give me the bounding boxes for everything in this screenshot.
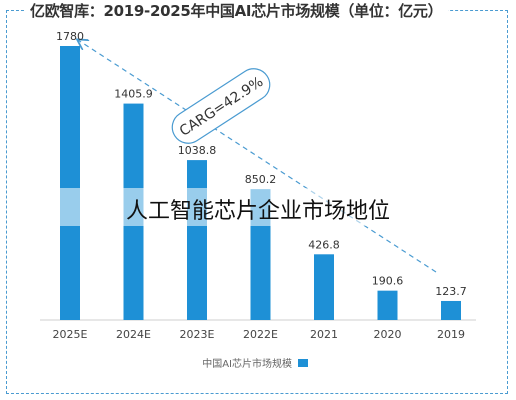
legend-label: 中国AI芯片市场规模 [202,357,292,370]
overlay-caption: 人工智能芯片企业市场地位 [125,199,390,224]
growth-arrow [78,40,437,273]
value-label-2021: 426.8 [308,238,340,251]
tick-label-2025E: 2025E [53,328,88,341]
bar-2023E [187,160,207,320]
header-bar: 亿欧智库：2019-2025年中国AI芯片市场规模（单位：亿元） [0,0,516,22]
value-label-2020: 190.6 [372,275,404,288]
legend: 中国AI芯片市场规模 [202,357,308,370]
caption-backdrop [50,188,470,226]
value-label-2019: 123.7 [435,285,467,298]
cagr-badge [171,68,271,144]
bar-2019 [441,300,461,320]
value-label-2022E: 850.2 [245,173,277,186]
value-label-2025E: 1780 [56,30,84,43]
value-label-2024E: 1405.9 [114,88,153,101]
tick-label-2019: 2019 [437,328,465,341]
tick-label-2020: 2020 [374,328,402,341]
tick-label-2021: 2021 [310,328,338,341]
bar-2020 [377,290,398,320]
value-label-2023E: 1038.8 [178,144,217,157]
cagr-annotation: CARG=42.9% [171,68,271,144]
chart-title: 亿欧智库：2019-2025年中国AI芯片市场规模（单位：亿元） [24,0,449,21]
bar-2021 [314,254,334,320]
bar-2025E [60,46,80,320]
tick-label-2022E: 2022E [243,328,278,341]
legend-swatch [298,359,308,367]
tick-label-2024E: 2024E [116,328,151,341]
tick-label-2023E: 2023E [180,328,215,341]
